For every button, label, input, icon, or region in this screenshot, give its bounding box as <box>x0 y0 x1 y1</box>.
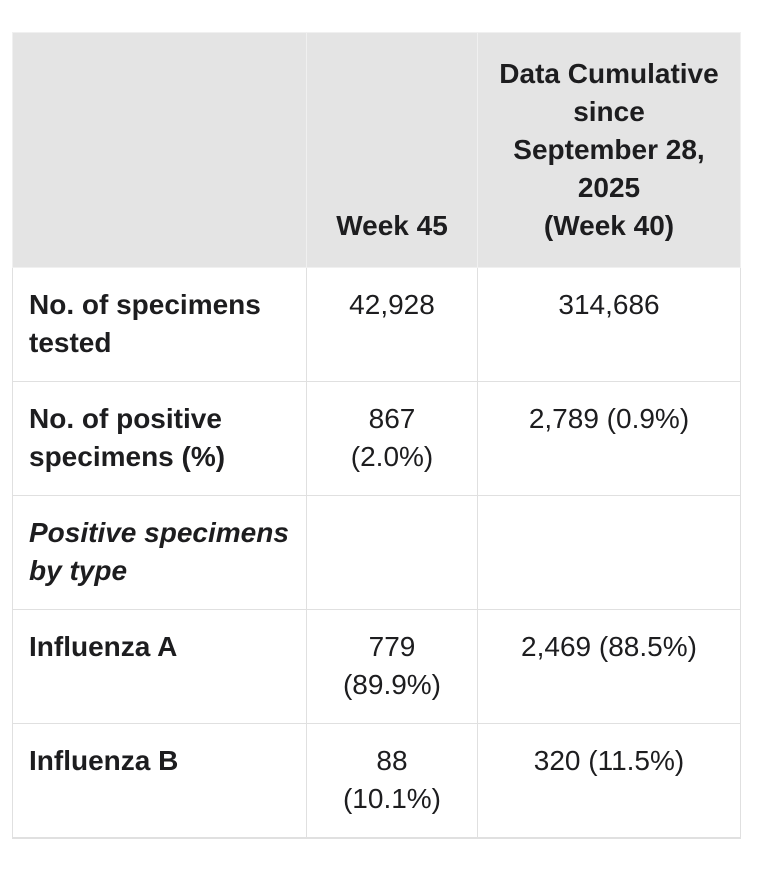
row-label-influenza-b: Influenza B <box>12 723 307 838</box>
positive-by-type-week-value <box>306 495 478 610</box>
positive-by-type-cumulative-value <box>477 495 741 610</box>
header-empty-cell <box>12 32 307 268</box>
influenza-b-cumulative-value: 320 (11.5%) <box>477 723 741 838</box>
row-label-positive-by-type: Positive specimens by type <box>12 495 307 610</box>
positive-specimens-week-value: 867 (2.0%) <box>306 381 478 496</box>
table-row-positive-by-type-section: Positive specimens by type <box>12 495 741 610</box>
positive-specimens-cumulative-value: 2,789 (0.9%) <box>477 381 741 496</box>
row-label-positive-specimens: No. of positive specimens (%) <box>12 381 307 496</box>
specimens-tested-cumulative-value: 314,686 <box>477 267 741 382</box>
table-row-positive-specimens: No. of positive specimens (%) 867 (2.0%)… <box>12 381 741 496</box>
table-row-influenza-b: Influenza B 88 (10.1%) 320 (11.5%) <box>12 723 741 838</box>
influenza-a-week-value: 779 (89.9%) <box>306 609 478 724</box>
table-header-row: Week 45 Data Cumulative since September … <box>12 32 741 268</box>
influenza-b-week-value: 88 (10.1%) <box>306 723 478 838</box>
specimens-tested-week-value: 42,928 <box>306 267 478 382</box>
row-label-influenza-a: Influenza A <box>12 609 307 724</box>
header-cumulative-since-week-40: Data Cumulative since September 28, 2025… <box>477 32 741 268</box>
table-row-specimens-tested: No. of specimens tested 42,928 314,686 <box>12 267 741 382</box>
flu-specimens-table: Week 45 Data Cumulative since September … <box>12 32 741 839</box>
table-row-influenza-a: Influenza A 779 (89.9%) 2,469 (88.5%) <box>12 609 741 724</box>
row-label-specimens-tested: No. of specimens tested <box>12 267 307 382</box>
header-week-45: Week 45 <box>306 32 478 268</box>
influenza-a-cumulative-value: 2,469 (88.5%) <box>477 609 741 724</box>
